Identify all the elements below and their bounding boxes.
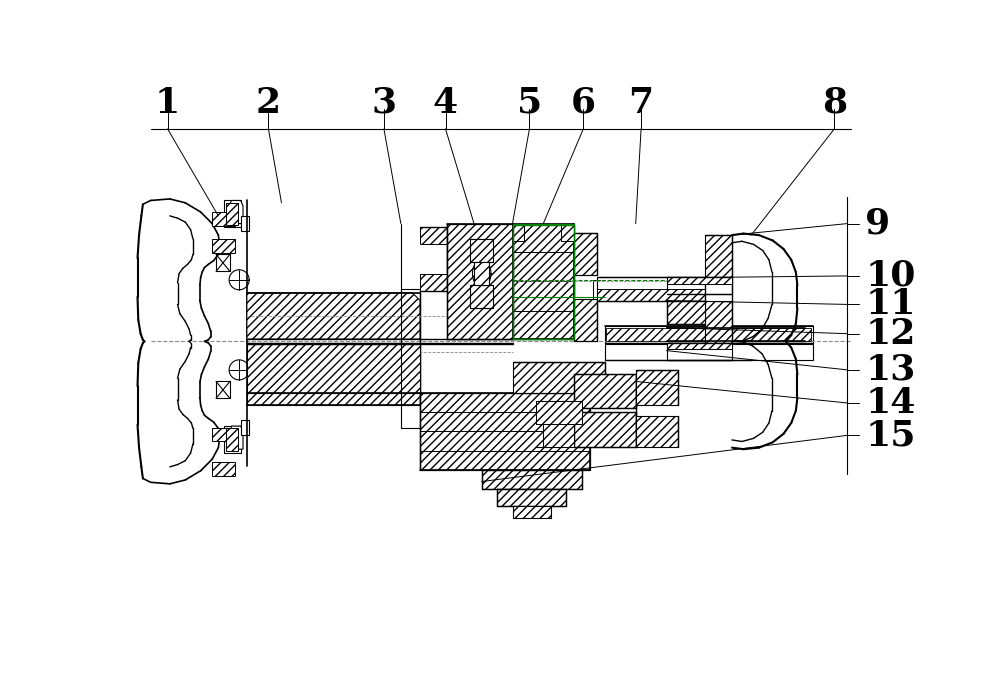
Bar — [705, 301, 732, 343]
Bar — [666, 343, 732, 360]
Bar — [420, 393, 590, 470]
Text: 9: 9 — [865, 207, 890, 241]
Bar — [212, 462, 235, 476]
Bar — [666, 277, 732, 295]
Text: 11: 11 — [865, 287, 916, 321]
Bar — [212, 212, 235, 226]
Bar — [666, 343, 732, 349]
Bar — [512, 224, 574, 339]
Polygon shape — [230, 201, 243, 224]
Text: 3: 3 — [371, 86, 396, 120]
Bar — [536, 401, 582, 424]
Bar — [666, 301, 705, 324]
Bar — [226, 429, 238, 451]
Bar — [224, 201, 241, 227]
Bar — [574, 412, 636, 447]
Polygon shape — [247, 343, 420, 404]
Bar — [561, 224, 574, 241]
Bar — [574, 233, 597, 275]
Bar — [212, 239, 235, 253]
Text: 6: 6 — [571, 86, 596, 120]
Bar — [605, 326, 813, 343]
Bar — [543, 424, 574, 447]
Bar — [401, 389, 420, 428]
Polygon shape — [230, 426, 243, 449]
Bar — [666, 277, 732, 284]
Bar — [470, 285, 493, 308]
Bar — [512, 224, 524, 241]
Bar — [482, 470, 582, 489]
Text: 10: 10 — [865, 259, 916, 293]
Bar — [593, 280, 600, 299]
Text: 8: 8 — [822, 86, 847, 120]
Bar — [226, 203, 238, 225]
Bar — [470, 239, 493, 262]
Text: 13: 13 — [865, 353, 916, 387]
Text: 12: 12 — [865, 316, 916, 351]
Bar — [574, 374, 636, 408]
Bar — [574, 299, 597, 341]
Polygon shape — [247, 293, 420, 339]
Bar — [636, 416, 678, 447]
Bar — [216, 381, 230, 398]
Text: 14: 14 — [865, 386, 916, 420]
Bar — [212, 428, 235, 441]
Bar — [420, 274, 447, 291]
Text: 5: 5 — [517, 86, 542, 120]
Bar — [606, 327, 811, 341]
Bar — [666, 327, 805, 341]
Text: 7: 7 — [629, 86, 654, 120]
Text: 4: 4 — [433, 86, 458, 120]
Bar — [512, 362, 605, 393]
Bar — [497, 489, 566, 506]
Bar — [597, 277, 690, 301]
Bar — [420, 227, 447, 244]
Bar — [512, 224, 574, 339]
Bar — [241, 420, 249, 435]
Bar — [474, 262, 489, 285]
Bar — [512, 225, 574, 339]
Bar — [216, 254, 230, 271]
Bar — [636, 370, 678, 404]
Bar — [605, 345, 813, 360]
Bar — [705, 235, 732, 277]
Bar — [512, 506, 551, 518]
Text: 1: 1 — [155, 86, 180, 120]
Bar — [224, 426, 241, 453]
Bar — [401, 289, 420, 347]
Bar — [241, 216, 249, 231]
Polygon shape — [247, 345, 420, 393]
Bar — [447, 224, 513, 339]
Bar — [597, 289, 705, 301]
Text: 15: 15 — [865, 418, 916, 452]
Text: 2: 2 — [256, 86, 281, 120]
